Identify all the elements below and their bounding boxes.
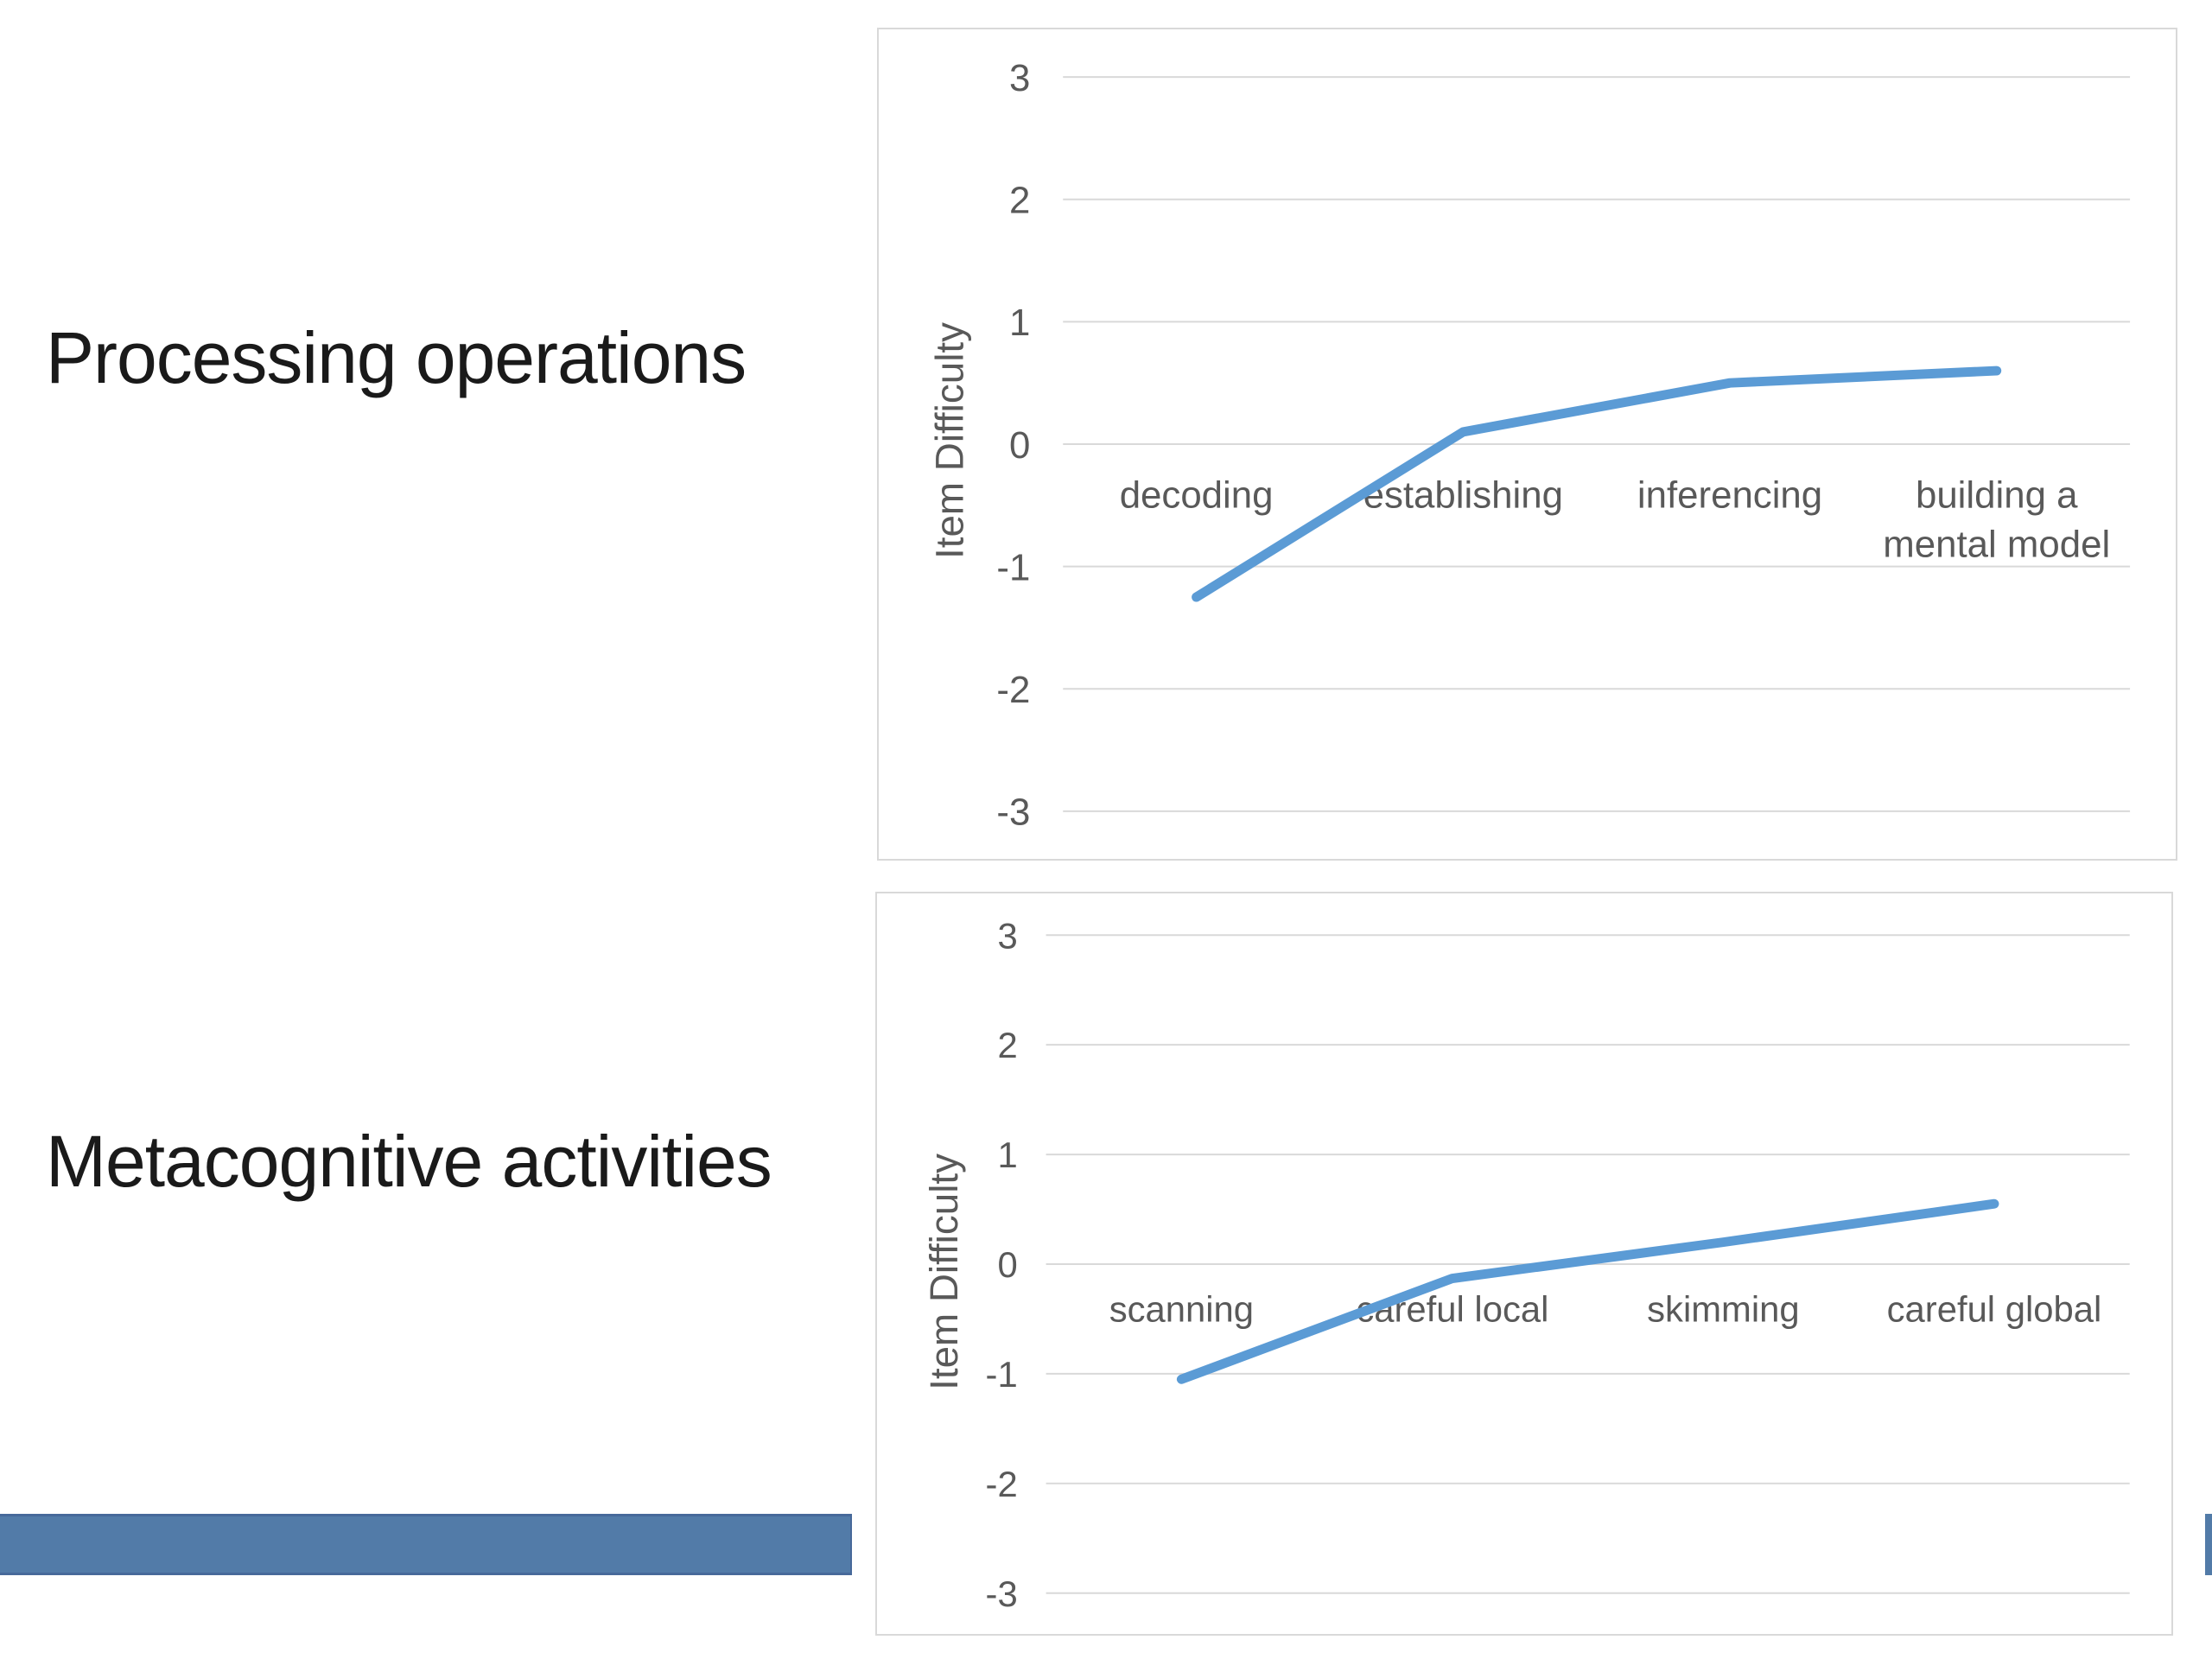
x-axis-category-label: mental model [1883,523,2110,565]
x-axis-category-label: scanning [1109,1289,1254,1330]
x-axis-category-label: establishing [1363,474,1563,517]
chart-metacognitive-activities: 3 2 1 0 -1 -2 -3 Item Difficulty scanning careful… [875,892,2173,1636]
y-axis-title: Item Difficulty [928,322,972,559]
chart-processing-operations: 3 2 1 0 -1 -2 -3 Item Difficulty decoding establi… [877,28,2177,861]
x-axis-category-label: skimming [1647,1289,1799,1330]
y-axis-tick-label: -1 [986,1354,1018,1395]
section-title-processing-operations: Processing operations [46,317,747,399]
chart-canvas-0: 3 2 1 0 -1 -2 -3 Item Difficulty decoding establi… [928,57,2131,834]
accent-bar-right-fragment [2205,1514,2212,1575]
y-axis-tick-label: 0 [1009,424,1030,467]
y-axis-tick-label: 3 [997,915,1017,956]
y-axis-tick-label: 2 [997,1025,1017,1065]
y-axis-title: Item Difficulty [922,1154,966,1390]
y-axis-tick-label: 1 [997,1135,1017,1175]
y-axis-tick-label: 1 [1009,302,1030,344]
y-axis-tick-label: -3 [996,791,1030,834]
y-axis-tick-label: -2 [996,669,1030,711]
y-axis-tick-label: 0 [997,1244,1017,1285]
x-axis-category-label: inferencing [1637,474,1822,517]
y-axis-tick-label: -2 [986,1464,1018,1504]
x-axis-category-label: careful global [1887,1289,2102,1330]
item-difficulty-series-line [1176,1198,1999,1384]
section-title-metacognitive-activities: Metacognitive activities [46,1121,772,1203]
y-axis-tick-label: -1 [996,546,1030,588]
item-difficulty-series-line [1192,365,2002,602]
chart-canvas-1: 3 2 1 0 -1 -2 -3 Item Difficulty scanning careful… [922,915,2130,1614]
x-axis-category-label: building a [1916,474,2078,517]
x-axis-category-label: decoding [1120,474,1274,517]
y-axis-tick-label: 2 [1009,180,1030,222]
y-axis-tick-label: -3 [986,1573,1018,1614]
accent-bar [0,1514,852,1575]
y-axis-tick-label: 3 [1009,57,1030,99]
x-axis-category-label: careful local [1356,1289,1548,1330]
